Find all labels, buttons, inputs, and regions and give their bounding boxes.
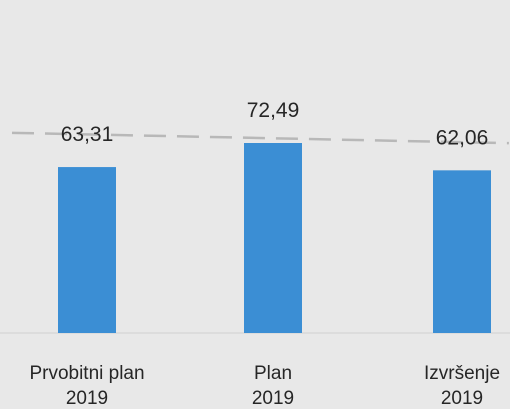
category-label-3: Izvršenje 2019 [424, 363, 500, 409]
category-labels: Prvobitni plan 2019 Plan 2019 Izvršenje 2019 [29, 363, 500, 409]
value-labels: 63,31 72,49 62,06 [61, 99, 489, 149]
trendline-layer [11, 131, 509, 145]
bar-2 [244, 143, 302, 333]
trendline [11, 131, 509, 145]
value-label-1: 63,31 [61, 123, 114, 146]
value-label-3: 62,06 [436, 126, 489, 149]
bar-3 [433, 170, 491, 333]
bars [58, 143, 491, 333]
category-label-1: Prvobitni plan 2019 [29, 363, 144, 409]
bar-1 [58, 167, 116, 333]
value-label-2: 72,49 [247, 99, 300, 122]
category-label-2: Plan 2019 [252, 363, 294, 409]
